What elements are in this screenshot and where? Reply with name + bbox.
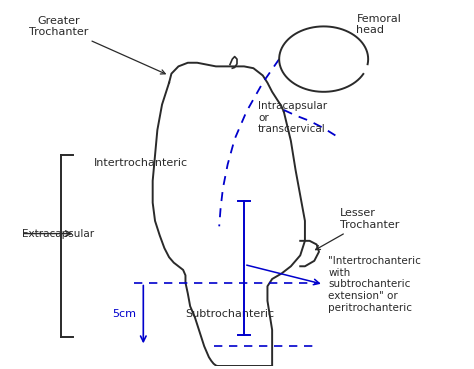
- Text: Subtrochanteric: Subtrochanteric: [185, 308, 274, 318]
- Text: Lesser
Trochanter: Lesser Trochanter: [316, 208, 400, 250]
- Text: Intracapsular
or
transcervical: Intracapsular or transcervical: [258, 101, 327, 134]
- Text: 5cm: 5cm: [112, 310, 137, 320]
- Text: Greater
Trochanter: Greater Trochanter: [29, 15, 165, 74]
- Text: Extracapsular: Extracapsular: [21, 228, 94, 239]
- Text: Intertrochanteric: Intertrochanteric: [94, 158, 188, 168]
- Text: "Intertrochanteric
with
subtrochanteric
extension" or
peritrochanteric: "Intertrochanteric with subtrochanteric …: [328, 256, 421, 313]
- Text: Femoral
head: Femoral head: [356, 14, 401, 35]
